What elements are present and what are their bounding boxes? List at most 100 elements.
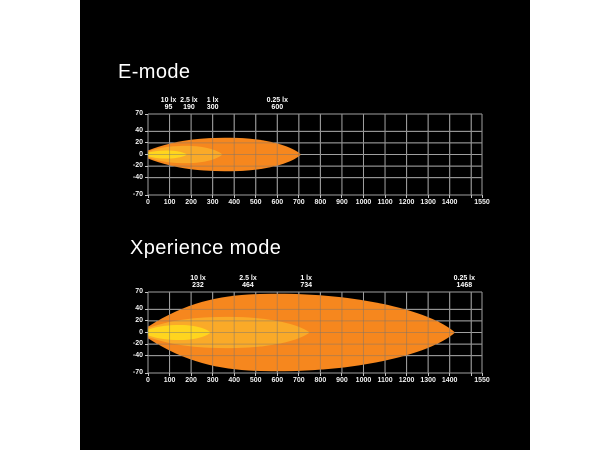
x-tick-label: 100 [163,377,176,384]
beam-pattern-panel: E-mode 10 lx 95 2.5 lx 190 1 lx 300 0.25 lx 600… [80,0,530,450]
x-tick-mark [319,373,321,376]
y-tick-mark [145,372,148,374]
y-tick-label: -70 [132,369,143,376]
chart-title-xperience-mode: Xperience mode [130,237,282,259]
y-tick-mark [145,130,148,132]
x-tick-label: 1000 [355,199,372,206]
annotation-distance-value: 600 [271,103,284,111]
annotation-distance-value: 734 [300,281,312,289]
beam-core-10-lx-zone [148,150,187,159]
x-tick-mark [169,373,171,376]
x-tick-mark [276,373,278,376]
x-tick-mark [406,373,408,376]
x-tick-label: 900 [336,377,348,384]
x-tick-label: 700 [292,377,305,384]
x-tick-label: 0 [146,377,150,384]
x-tick-mark [449,373,451,376]
y-tick-label: 0 [139,328,143,336]
x-tick-label: 1300 [420,199,436,206]
x-tick-mark [470,373,472,376]
annotation-lux-label: 10 lx [160,97,177,104]
annotation-2-5-lx: 2.5 lx 190 [180,97,198,111]
x-tick-label: 1300 [420,377,436,384]
y-tick-label: -70 [132,191,143,198]
y-tick-label: 20 [135,316,143,324]
annotation-lux-label: 0.25 lx [266,97,288,104]
y-tick-mark [145,355,148,357]
x-tick-mark [481,195,483,198]
x-tick-label: 800 [314,377,327,384]
y-tick-label: 40 [135,305,143,313]
y-tick-label: 20 [135,138,143,146]
x-tick-label: 400 [228,377,241,384]
x-tick-label: 600 [271,199,284,206]
x-tick-mark [255,195,257,198]
annotation-distance-value: 232 [192,281,204,289]
beam-zones [148,137,301,172]
beam-pattern-plot [148,114,482,195]
y-tick-label: -40 [132,351,143,359]
annotation-0-25-lx: 0.25 lx 600 [266,97,288,111]
y-tick-mark [145,142,148,144]
beam-mid-1-lx-zone [148,316,310,349]
x-tick-mark [147,373,149,376]
x-tick-mark [319,195,321,198]
annotation-10-lx: 10 lx 232 [190,275,206,289]
x-tick-mark [341,195,343,198]
x-tick-mark [255,373,257,376]
x-tick-mark [190,195,192,198]
x-tick-label: 500 [249,377,262,384]
x-tick-mark [298,373,300,376]
x-tick-label: 700 [292,199,305,206]
x-tick-mark [276,195,278,198]
x-tick-label: 1100 [377,377,393,384]
y-tick-mark [145,343,148,345]
x-tick-mark [427,373,429,376]
x-tick-label: 400 [228,199,241,206]
y-tick-label: 0 [139,150,143,158]
x-tick-mark [233,373,235,376]
x-tick-label: 100 [163,199,176,206]
x-tick-label: 300 [206,377,219,384]
x-tick-label: 600 [271,377,284,384]
x-tick-mark [470,195,472,198]
x-tick-mark [481,373,483,376]
xperience-mode-plot-area: 10 lx 232 2.5 lx 464 1 lx 734 0.25 lx 1468 0 100… [133,275,490,384]
x-tick-label: 900 [336,199,348,206]
x-tick-mark [169,195,171,198]
annotation-distance-value: 300 [206,103,219,111]
y-tick-mark [145,177,148,179]
y-tick-mark [145,320,148,322]
annotation-lux-label: 1 lx [206,97,219,104]
y-tick-label: -40 [132,173,143,181]
x-tick-mark [362,373,364,376]
y-tick-mark [145,308,148,310]
chart-title-e-mode: E-mode [118,61,191,83]
y-tick-mark [145,291,148,293]
annotation-distance-value: 95 [164,103,173,111]
x-tick-mark [341,373,343,376]
y-tick-label: 70 [135,288,143,295]
annotation-2-5-lx: 2.5 lx 464 [239,275,257,289]
x-tick-mark [147,195,149,198]
x-tick-mark [427,195,429,198]
x-tick-label: 1550 [474,199,490,206]
x-tick-label: 1400 [441,377,458,384]
annotation-lux-label: 0.25 lx [453,275,476,282]
x-tick-label: 300 [206,199,219,206]
y-tick-label: -20 [132,340,143,348]
annotation-1-lx: 1 lx 734 [300,275,312,289]
x-tick-mark [298,195,300,198]
annotation-distance-value: 190 [183,103,195,111]
x-tick-label: 1200 [398,199,415,206]
x-tick-mark [212,195,214,198]
x-tick-mark [384,373,386,376]
x-tick-label: 1550 [474,377,490,384]
y-tick-mark [145,113,148,115]
y-tick-mark [145,332,148,333]
annotation-0-25-lx: 0.25 lx 1468 [453,275,476,289]
annotation-lux-label: 2.5 lx [239,275,257,282]
e-mode-plot-area: 10 lx 95 2.5 lx 190 1 lx 300 0.25 lx 600 0 100 20… [133,97,490,206]
grid-over [148,114,482,195]
